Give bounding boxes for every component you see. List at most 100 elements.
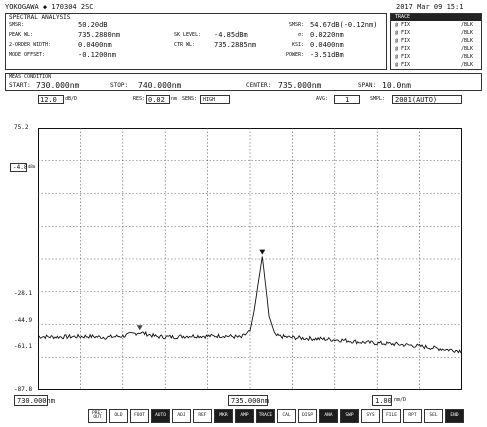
res-unit: nm [171,96,178,102]
analysis-mid-value: -4.85dBm [214,31,248,39]
analysis-right-label: KSI: [291,42,304,48]
softkey-button[interactable]: ADJ [172,409,191,423]
span-label: SPAN: [358,82,377,89]
center-value: 735.000nm [278,81,322,90]
trace-row-state: /BLK [461,62,474,68]
smpl-field[interactable]: 2001(AUTO) [392,95,462,104]
y-tick-label: -61.1 [14,343,33,351]
analysis-left-value: 0.0400nm [78,41,112,49]
trace-row-name[interactable]: @ FIX [395,54,411,60]
scale-field[interactable]: 12.0 [38,95,64,104]
datetime: 2017 Mar 09 15:1 [396,3,464,11]
grid-horizontal [38,160,462,358]
analysis-left-label: MODE OFFSET: [9,52,46,58]
trace-row-state: /BLK [461,30,474,36]
spectrum-trace [38,256,462,354]
softkey-button[interactable]: SYS [361,409,380,423]
softkey-button[interactable]: REF [193,409,212,423]
x-start-value: 730.000nm [17,397,55,405]
avg-label: AVG: [316,96,329,102]
softkey-button[interactable]: PRE-OUT [88,409,107,423]
trace-row-name[interactable]: @ FIX [395,62,411,68]
start-label: START: [9,82,31,89]
analysis-left-label: PEAK WL: [9,32,34,38]
analysis-mid-label: SK LEVEL: [174,32,202,38]
analysis-right-value: 0.0220nm [310,31,344,39]
softkey-button[interactable]: TRACE [256,409,275,423]
trace-row-name[interactable]: @ FIX [395,38,411,44]
smpl-label: SMPL: [370,96,386,102]
trace-row-name[interactable]: @ FIX [395,46,411,52]
res-field[interactable]: 0.02 [146,95,170,104]
span-value: 10.0nm [382,81,411,90]
softkey-button[interactable]: FOOT [130,409,149,423]
softkey-button[interactable]: END [445,409,464,423]
stop-label: STOP: [110,82,129,89]
y-tick-label: -44.9 [14,317,33,325]
sweep-title: MEAS CONDITION [9,74,52,80]
softkey-button[interactable]: OLD [109,409,128,423]
sens-field[interactable]: HIGH [200,95,230,104]
sweep-panel: MEAS CONDITION START: 730.000nm STOP: 74… [5,73,482,91]
trace-row-state: /BLK [461,54,474,60]
sens-label: SENS: [182,96,198,102]
analysis-right-label: POWER: [285,52,304,58]
spectrum-plot[interactable] [38,128,462,390]
smpl-value: 2001(AUTO) [395,96,438,104]
brand-label: YOKOGAWA ◆ 170304 2SC [5,3,94,11]
res-label: RES: [133,96,146,102]
x-div-field[interactable]: 1.00 [372,395,392,406]
analysis-left-label: SMSR: [9,22,25,28]
x-start-field[interactable]: 730.000nm [14,395,55,406]
stop-value: 740.000nm [138,81,182,90]
analysis-right-value: 54.67dB(-0.12nm) [310,21,378,29]
analysis-right-value: -3.51dBm [310,51,344,59]
scale-unit: dB/D [65,96,78,102]
analysis-title: SPECTRAL ANALYSIS [9,14,71,21]
x-center-field[interactable]: 735.000nm [228,395,269,406]
analysis-mid-value: 735.2885nm [214,41,257,49]
ref-level-marker[interactable]: -4.8 [10,163,27,172]
start-value: 730.000nm [36,81,80,90]
x-center-value: 735.000nm [231,397,269,405]
ref-level-value: -4.8 [13,164,28,171]
res-value: 0.02 [148,96,165,104]
trace-panel: TRACE @ FIX/BLK @ FIX/BLK @ FIX/BLK @ FIX/B… [390,13,482,70]
analysis-mid-label: CTR WL: [174,42,196,48]
softkey-button[interactable]: CAL [277,409,296,423]
series-group [38,256,462,354]
softkey-button[interactable]: SWP [340,409,359,423]
ref-level-unit: dBm [28,164,36,169]
softkey-button[interactable]: DISP [298,409,317,423]
peak-marker-icon [259,249,266,255]
trace-row-state: /BLK [461,38,474,44]
analysis-panel: SPECTRAL ANALYSIS SMSR: 50.20dB PEAK WL: 73… [5,13,387,70]
softkey-button[interactable]: SEL [424,409,443,423]
x-div-unit: nm/D [394,397,407,403]
analysis-left-value: 50.20dB [78,21,108,29]
trace-title: TRACE [395,14,411,20]
center-label: CENTER: [246,82,272,89]
sens-value: HIGH [203,97,216,103]
analysis-left-value: 735.2880nm [78,31,121,39]
x-div-value: 1.00 [375,397,392,405]
softkey-button[interactable]: MKR [214,409,233,423]
trace-row-name[interactable]: @ FIX [395,22,411,28]
trace-row-name[interactable]: @ FIX [395,30,411,36]
markers-group [136,249,266,331]
softkey-button[interactable]: FILE [382,409,401,423]
avg-field[interactable]: 1 [334,95,360,104]
analysis-left-label: 2-ORDER WIDTH: [9,42,52,48]
avg-value: 1 [345,96,350,104]
softkey-button[interactable]: AMP [235,409,254,423]
y-tick-label: -87.8 [14,386,33,393]
softkey-button[interactable]: AUTO [151,409,170,423]
scale-value: 12.0 [40,96,57,104]
analysis-right-label: SMSR: [288,22,304,28]
analysis-right-label: σ: [297,32,304,38]
analysis-left-value: -0.1200nm [78,51,116,59]
trace-row-state: /BLK [461,22,474,28]
softkey-button[interactable]: RPT [403,409,422,423]
trace-row-state: /BLK [461,46,474,52]
softkey-button[interactable]: ANA [319,409,338,423]
